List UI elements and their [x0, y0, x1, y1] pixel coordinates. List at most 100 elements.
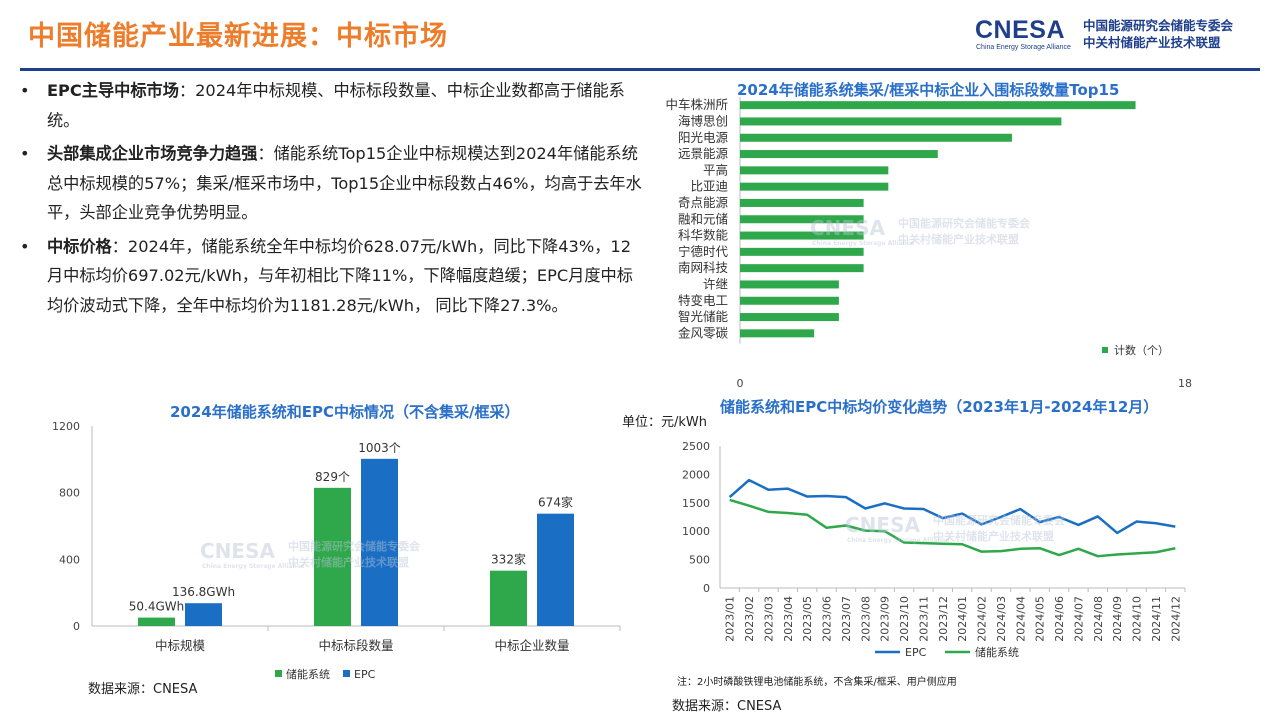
y-tick-label: 500	[689, 554, 710, 567]
bar	[740, 247, 864, 256]
bullet-item: • EPC主导中标市场：2024年中标规模、中标标段数量、中标企业数都高于储能系统…	[20, 76, 645, 135]
bid-chart-source: 数据来源：CNESA	[88, 682, 198, 697]
category-label: 智光储能	[678, 309, 729, 324]
x-tick-label: 2024/11	[1150, 596, 1163, 642]
y-tick-label: 800	[59, 487, 80, 500]
logo-org-line2: 中关村储能产业技术联盟	[1083, 35, 1221, 50]
y-tick-label: 2000	[682, 468, 710, 481]
series-line	[729, 498, 1176, 558]
watermark-mark: CNESA	[200, 539, 275, 563]
x-tick-label: 2024/10	[1131, 596, 1144, 642]
data-label: 674家	[538, 495, 573, 510]
bar	[740, 215, 864, 224]
legend-label: 计数（个）	[1114, 344, 1169, 357]
bar	[537, 513, 574, 626]
data-label: 829个	[315, 470, 350, 484]
logo-org-line1: 中国能源研究会储能专委会	[1083, 18, 1234, 33]
category-label: 中车株洲所	[665, 97, 728, 112]
y-tick-label: 0	[73, 620, 80, 633]
x-tick-label: 2023/07	[840, 596, 853, 642]
price-chart-title: 储能系统和EPC中标均价变化趋势（2023年1月-2024年12月）	[720, 398, 1159, 416]
cnesa-logo: CNESA China Energy Storage Alliance 中国能源…	[975, 14, 1265, 54]
bar	[740, 198, 864, 207]
price-chart-note: 注：2小时磷酸铁锂电池储能系统，不含集采/框采、用户侧应用	[677, 677, 957, 688]
bullet-item: • 中标价格：2024年，储能系统全年中标均价628.07元/kWh，同比下降43…	[20, 232, 645, 321]
legend-swatch	[1102, 347, 1108, 353]
category-label: 宁德时代	[678, 244, 729, 259]
bar	[740, 296, 839, 305]
category-label: 中标企业数量	[494, 638, 569, 653]
category-label: 融和元储	[678, 211, 728, 226]
x-tick-label: 2024/03	[995, 596, 1008, 642]
bar	[185, 603, 222, 626]
bar	[740, 329, 815, 338]
bar	[740, 101, 1136, 110]
x-tick-label: 2024/12	[1169, 596, 1182, 642]
series-line	[728, 478, 1176, 535]
bar	[314, 487, 351, 626]
watermark-line1: 中国能源研究会储能专委会	[288, 539, 421, 553]
bar	[740, 133, 1012, 142]
y-tick-label: 1000	[682, 525, 710, 538]
x-tick-label: 2024/02	[976, 596, 989, 642]
category-label: 许继	[703, 276, 728, 291]
category-label: 金风零碳	[678, 325, 729, 340]
bar	[361, 458, 398, 626]
bullet-lead: EPC主导中标市场	[47, 81, 179, 100]
x-tick-label: 2024/04	[1014, 596, 1027, 642]
bar	[740, 264, 864, 273]
bullet-text: ：2024年中标规模、中标标段数量、中标企业数都高于储能系统。	[47, 81, 625, 130]
x-tick-label: 2023/05	[801, 596, 814, 642]
y-tick-label: 2500	[682, 440, 710, 453]
watermark-mark: CNESA	[845, 513, 920, 537]
title-part-1: 中国	[28, 21, 84, 52]
category-label: 中标标段数量	[318, 638, 393, 653]
category-label: 奇点能源	[678, 195, 729, 210]
y-tick-label: 0	[703, 582, 710, 595]
x-tick-label: 18	[1178, 377, 1192, 390]
x-tick-label: 2023/12	[937, 596, 950, 642]
bar	[740, 182, 889, 191]
category-label: 远景能源	[678, 146, 729, 161]
title-part-2: 储能产业最新进展：中标市场	[84, 21, 448, 52]
legend-swatch	[275, 670, 282, 677]
x-tick-label: 2023/03	[762, 596, 775, 642]
bar	[740, 313, 839, 322]
bar	[740, 150, 938, 159]
price-line-chart: 0 500 1000 1500 2000 2500 2023/01 2023/02 2023/0…	[682, 440, 1186, 659]
legend-swatch	[343, 670, 350, 677]
legend-label: 储能系统	[286, 667, 330, 681]
data-label: 136.8GWh	[172, 585, 235, 599]
bullet-lead: 中标价格	[47, 236, 112, 256]
bar	[138, 617, 175, 626]
bar	[740, 231, 864, 240]
price-chart-source: 数据来源：CNESA	[672, 699, 782, 714]
legend-label: EPC	[905, 646, 927, 659]
x-tick-label: 2023/01	[724, 596, 737, 642]
x-tick-label: 2023/11	[917, 596, 930, 642]
header-divider	[20, 68, 1260, 71]
category-label: 南网科技	[678, 260, 729, 275]
top15-chart-title: 2024年储能系统集采/框采中标企业入围标段数量Top15	[737, 81, 1120, 99]
x-tick-label: 2024/01	[956, 596, 969, 642]
x-tick-label: 2024/05	[1034, 596, 1047, 642]
bar	[740, 117, 1062, 126]
price-chart-unit: 单位：元/kWh	[622, 415, 708, 430]
category-label: 中标规模	[155, 638, 206, 653]
x-tick-label: 2023/04	[782, 596, 795, 642]
bar	[740, 280, 839, 289]
category-label: 阳光电源	[678, 130, 729, 145]
watermark-sub: China Energy Storage Alliance	[202, 563, 304, 570]
bullet-text: ：2024年，储能系统全年中标均价628.07元/kWh，同比下降43%，12月…	[47, 236, 633, 315]
watermark-mark: CNESA	[810, 216, 885, 240]
y-tick-label: 1500	[682, 497, 710, 510]
bar	[740, 166, 889, 175]
legend-label: 储能系统	[975, 645, 1019, 659]
data-label: 1003个	[358, 441, 401, 455]
watermark-line2: 中关村储能产业技术联盟	[898, 232, 1019, 246]
watermark-line2: 中关村储能产业技术联盟	[933, 529, 1054, 543]
x-tick-label: 2023/10	[898, 596, 911, 642]
category-label: 特变电工	[678, 293, 728, 308]
x-tick-label: 0	[737, 377, 744, 390]
